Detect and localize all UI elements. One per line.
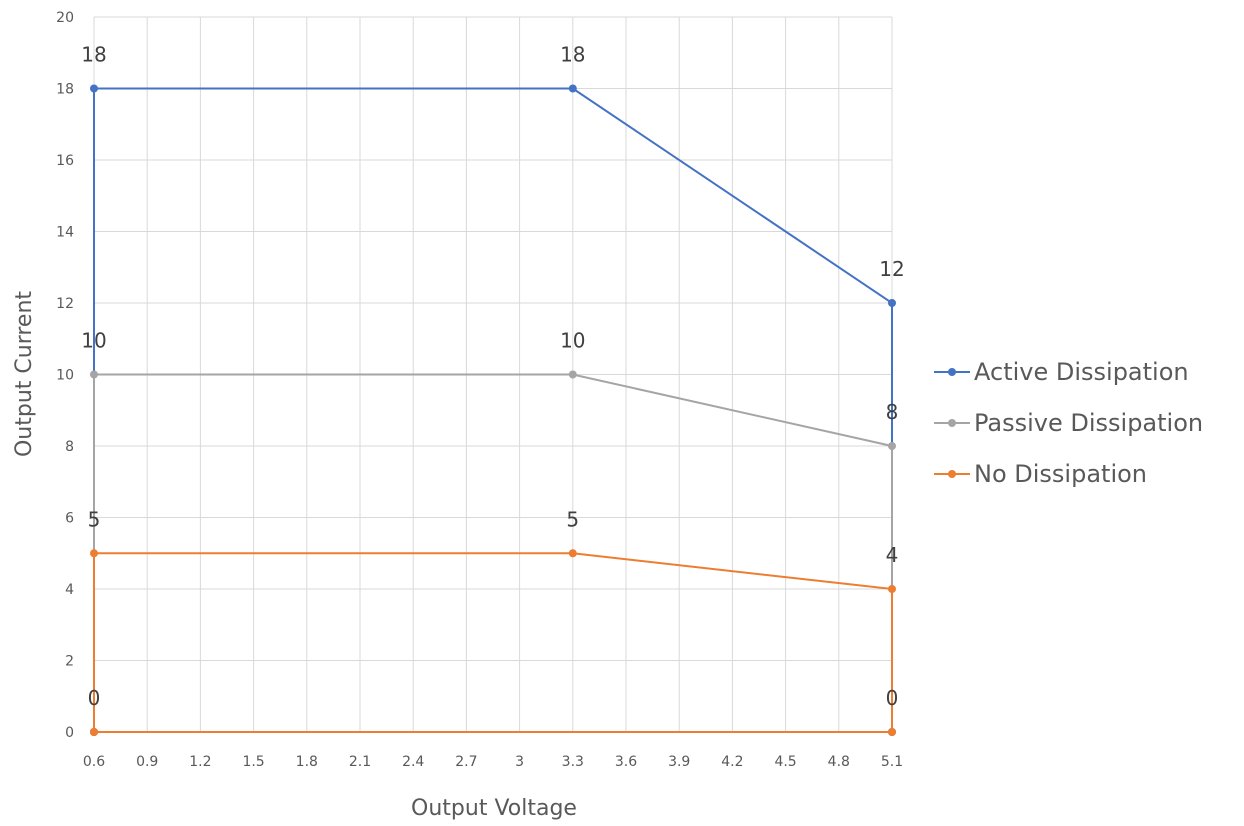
active-dissipation-legend-marker [948, 368, 956, 376]
data-label: 18 [81, 43, 106, 67]
data-label: 12 [879, 257, 904, 281]
y-tick-label: 12 [56, 296, 74, 312]
x-tick-label: 1.2 [189, 754, 211, 770]
data-label: 10 [560, 329, 585, 353]
x-tick-label: 3.6 [615, 754, 637, 770]
y-tick-label: 0 [65, 725, 74, 741]
y-tick-label: 20 [56, 10, 74, 26]
data-label: 5 [88, 507, 101, 531]
y-tick-label: 16 [56, 153, 74, 169]
data-label: 10 [81, 329, 106, 353]
data-label: 18 [560, 43, 585, 67]
y-tick-label: 2 [65, 654, 74, 670]
data-label: 4 [886, 543, 899, 567]
x-tick-label: 4.5 [774, 754, 796, 770]
x-tick-label: 0.9 [136, 754, 158, 770]
passive-dissipation-marker [888, 442, 896, 450]
data-label: 8 [886, 400, 899, 424]
data-label: 0 [886, 686, 899, 710]
y-tick-label: 18 [56, 82, 74, 98]
x-tick-label: 2.1 [349, 754, 371, 770]
series-lines [90, 84, 896, 736]
no-dissipation-marker [90, 728, 98, 736]
legend: Active Dissipation Passive Dissipation No … [934, 358, 1203, 488]
x-tick-label: 1.8 [296, 754, 318, 770]
y-tick-label: 14 [56, 225, 74, 241]
x-tick-label: 2.7 [455, 754, 477, 770]
y-tick-label: 6 [65, 511, 74, 527]
x-tick-label: 3.9 [668, 754, 690, 770]
x-axis-tick-labels: 0.6 0.9 1.2 1.5 1.8 2.1 2.4 2.7 3 3.3 3.6 3.9 4.2 4.5… [83, 754, 903, 770]
legend-entry-passive-dissipation: Passive Dissipation [974, 409, 1203, 437]
x-tick-label: 1.5 [242, 754, 264, 770]
no-dissipation-line [93, 552, 893, 733]
legend-entry-active-dissipation: Active Dissipation [974, 358, 1189, 386]
data-label: 0 [88, 686, 101, 710]
x-tick-label: 3 [515, 754, 524, 770]
y-tick-label: 10 [56, 368, 74, 384]
x-tick-label: 4.8 [828, 754, 850, 770]
active-dissipation-marker [568, 84, 577, 93]
no-dissipation-legend-marker [948, 470, 956, 478]
x-axis-title: Output Voltage [411, 796, 577, 821]
no-dissipation-marker [888, 728, 896, 736]
active-dissipation-marker [90, 84, 98, 93]
passive-dissipation-marker [90, 370, 98, 379]
data-labels: 18 18 12 10 10 8 5 5 4 0 0 [81, 43, 904, 711]
x-tick-label: 0.6 [83, 754, 105, 770]
x-tick-label: 3.3 [562, 754, 584, 770]
no-dissipation-marker [90, 549, 98, 558]
y-tick-label: 4 [65, 582, 74, 598]
x-tick-label: 5.1 [881, 754, 903, 770]
y-axis-title: Output Current [12, 291, 37, 457]
legend-entry-no-dissipation: No Dissipation [974, 460, 1147, 488]
y-axis-tick-labels: 0 2 4 6 8 10 12 14 16 18 20 [56, 10, 74, 741]
active-dissipation-marker [888, 299, 896, 307]
y-tick-label: 8 [65, 439, 74, 455]
no-dissipation-marker [888, 585, 896, 593]
data-label: 5 [566, 507, 579, 531]
passive-dissipation-marker [568, 370, 577, 379]
no-dissipation-marker [568, 549, 577, 558]
active-dissipation-line [93, 87, 893, 732]
x-tick-label: 2.4 [402, 754, 424, 770]
x-tick-label: 4.2 [721, 754, 743, 770]
passive-dissipation-legend-marker [948, 419, 956, 427]
